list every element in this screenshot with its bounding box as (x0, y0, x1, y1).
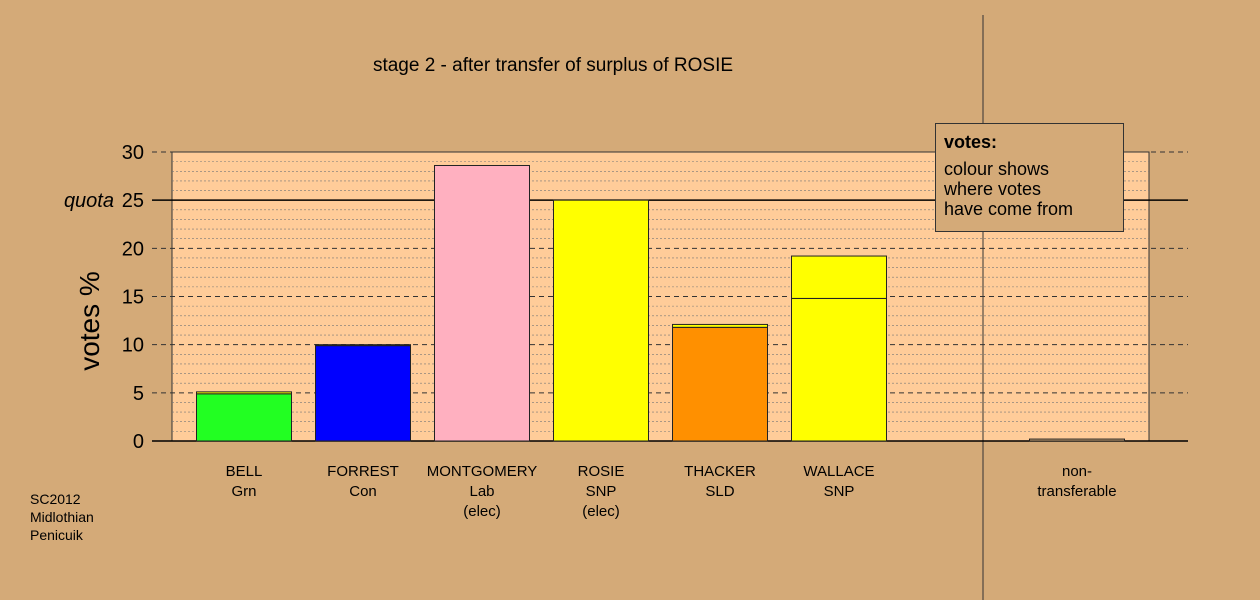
footnote-line: Midlothian (30, 509, 94, 525)
x-tick-label: MONTGOMERY (427, 463, 538, 480)
bar-segment (315, 344, 411, 347)
footnote-line: Penicuik (30, 527, 83, 543)
x-tick-label: non- (1062, 463, 1092, 480)
x-labels: BELL Grn FORREST Con MONTGOMERY Lab (elec) ROSI… (226, 463, 1117, 520)
y-tick-label: 5 (133, 383, 144, 405)
bar-segment (196, 393, 292, 442)
x-tick-label: (elec) (463, 503, 501, 520)
y-tick-label: 20 (122, 238, 144, 260)
x-tick-label: SLD (705, 483, 734, 500)
legend-line: have come from (944, 199, 1074, 219)
x-tick-label: SNP (824, 483, 855, 500)
x-tick-label: transferable (1037, 483, 1116, 500)
bar-segment (1029, 438, 1125, 442)
bar-segment (315, 345, 411, 442)
x-tick-label: Grn (231, 483, 256, 500)
footnote: SC2012 Midlothian Penicuik (30, 490, 94, 544)
y-tick-label: 30 (122, 142, 144, 164)
legend-title: votes: (944, 132, 998, 152)
bar-segment (434, 164, 530, 442)
y-tick-label: 0 (133, 431, 144, 453)
x-tick-label: SNP (586, 483, 617, 500)
bar-segment (791, 255, 887, 299)
x-tick-label: Con (349, 483, 377, 500)
x-tick-label: WALLACE (803, 463, 874, 480)
legend-line: colour shows (944, 159, 1050, 179)
y-tick-label: 25 (122, 190, 144, 212)
chart-title: stage 2 - after transfer of surplus of R… (373, 55, 733, 76)
bar-segment (553, 199, 649, 442)
x-tick-label: Lab (469, 483, 494, 500)
bar-segment (672, 323, 768, 328)
legend: votes: colour shows where votes have com… (935, 123, 1124, 232)
quota-label: quota (64, 190, 114, 212)
bar-segment (196, 391, 292, 395)
minor-grid (172, 161, 1149, 432)
y-tick-label: 15 (122, 287, 144, 309)
bar-segment (791, 297, 887, 442)
y-tick-label: 10 (122, 335, 144, 357)
bars (196, 164, 1125, 442)
bar-segment (672, 326, 768, 442)
footnote-line: SC2012 (30, 491, 81, 507)
x-tick-label: ROSIE (578, 463, 625, 480)
x-tick-label: FORREST (327, 463, 399, 480)
y-axis-label: votes % (74, 271, 105, 371)
x-tick-label: BELL (226, 463, 263, 480)
legend-line: where votes (944, 179, 1042, 199)
y-ticks: 0 5 10 15 20 25 30 (122, 142, 144, 453)
x-tick-label: THACKER (684, 463, 756, 480)
x-tick-label: (elec) (582, 503, 620, 520)
